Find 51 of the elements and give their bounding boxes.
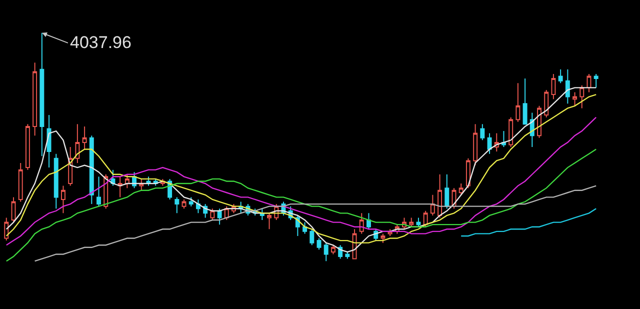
candlestick — [82, 126, 87, 150]
candlestick — [89, 135, 94, 205]
candlestick — [96, 176, 101, 207]
candlestick — [551, 73, 556, 100]
candlestick — [416, 217, 421, 228]
candlestick — [487, 132, 492, 154]
candlestick — [558, 68, 563, 84]
candlestick — [409, 217, 414, 228]
candlestick — [501, 130, 506, 148]
candlestick — [18, 162, 23, 202]
candlestick — [594, 73, 598, 88]
candlestick — [267, 212, 272, 230]
candlestick — [324, 242, 328, 262]
candlestick — [196, 198, 200, 214]
candlestick — [473, 124, 478, 166]
candlestick — [310, 228, 314, 246]
candlestick — [444, 174, 450, 210]
candlestick — [75, 124, 80, 164]
candlestick — [438, 174, 442, 218]
annotation: 4037.96 — [70, 33, 132, 52]
candlestick — [359, 212, 364, 234]
candlestick — [302, 222, 308, 234]
candlestick — [565, 68, 570, 104]
candlestick — [466, 158, 470, 189]
candlestick — [60, 185, 66, 214]
candlestick — [522, 78, 528, 125]
candlestick — [188, 196, 194, 207]
candlestick — [139, 178, 144, 191]
candlestick — [32, 62, 38, 136]
candlestick — [316, 238, 322, 250]
candlestick — [4, 217, 9, 242]
candlestick — [480, 124, 485, 141]
candlestick — [572, 92, 578, 106]
candlestick — [423, 210, 428, 228]
candlestick — [380, 233, 386, 244]
candlestick — [516, 82, 520, 122]
candlestick — [580, 84, 584, 109]
candlestick — [174, 196, 180, 214]
candlestick — [366, 212, 371, 230]
candlestick — [345, 251, 350, 260]
candlestick — [544, 89, 549, 118]
candlestick — [46, 114, 52, 168]
candlestick — [25, 124, 30, 170]
candlestick — [217, 208, 222, 226]
candlestick — [40, 32, 44, 157]
candlestick — [508, 116, 514, 148]
candlestick — [430, 194, 435, 216]
candlestick — [458, 183, 464, 196]
candlestick — [54, 153, 58, 210]
candlestick — [182, 198, 186, 210]
candlestick — [330, 244, 336, 255]
